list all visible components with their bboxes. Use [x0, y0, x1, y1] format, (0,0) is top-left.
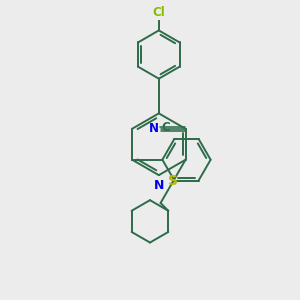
Text: C: C — [161, 121, 170, 134]
Text: N: N — [149, 122, 159, 135]
Text: N: N — [154, 179, 165, 192]
Text: Cl: Cl — [152, 6, 165, 19]
Text: S: S — [168, 174, 178, 188]
